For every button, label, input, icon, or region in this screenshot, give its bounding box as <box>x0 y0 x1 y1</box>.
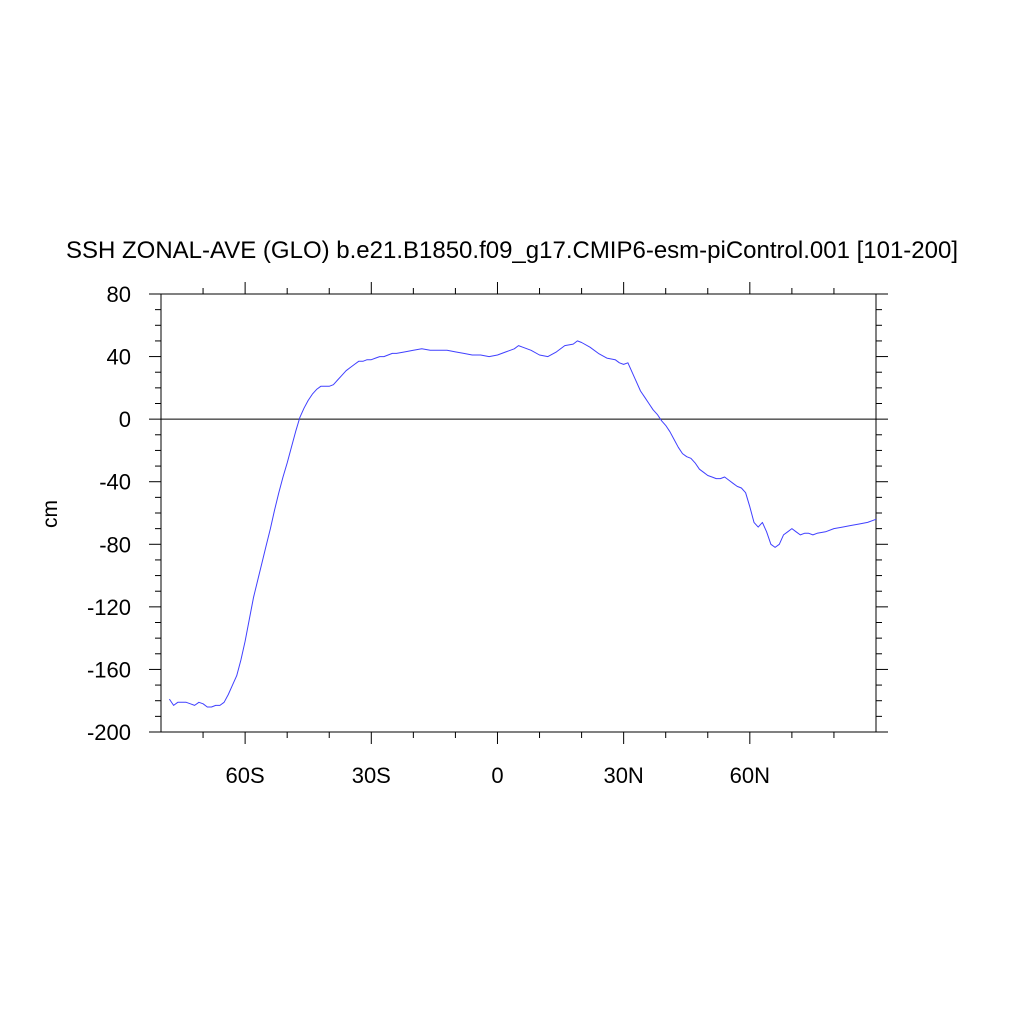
plot-border <box>160 293 877 733</box>
x-tick-label: 30S <box>352 763 391 788</box>
y-tick-label: -120 <box>87 595 131 620</box>
x-tick-label: 60S <box>226 763 265 788</box>
x-tick-label: 60N <box>730 763 770 788</box>
y-axis: 80 40 0 -40 -80 -120 -160 -200 <box>87 282 888 745</box>
y-tick-label: -80 <box>99 532 131 557</box>
chart-title: SSH ZONAL-AVE (GLO) b.e21.B1850.f09_g17.… <box>66 237 958 264</box>
plot-area <box>161 340 877 708</box>
x-tick-label: 0 <box>491 763 503 788</box>
y-tick-label: -40 <box>99 470 131 495</box>
y-tick-label: 40 <box>107 345 131 370</box>
y-tick-label: -160 <box>87 657 131 682</box>
y-tick-label: 80 <box>107 282 131 307</box>
x-tick-label: 30N <box>603 763 643 788</box>
plot-frame <box>160 293 877 733</box>
ssh-series-line <box>168 340 877 708</box>
x-axis: 60S 30S 0 30N 60N <box>202 282 835 788</box>
y-tick-label: 0 <box>119 407 131 432</box>
y-tick-label: -200 <box>87 720 131 745</box>
y-axis-label: cm <box>39 500 62 528</box>
